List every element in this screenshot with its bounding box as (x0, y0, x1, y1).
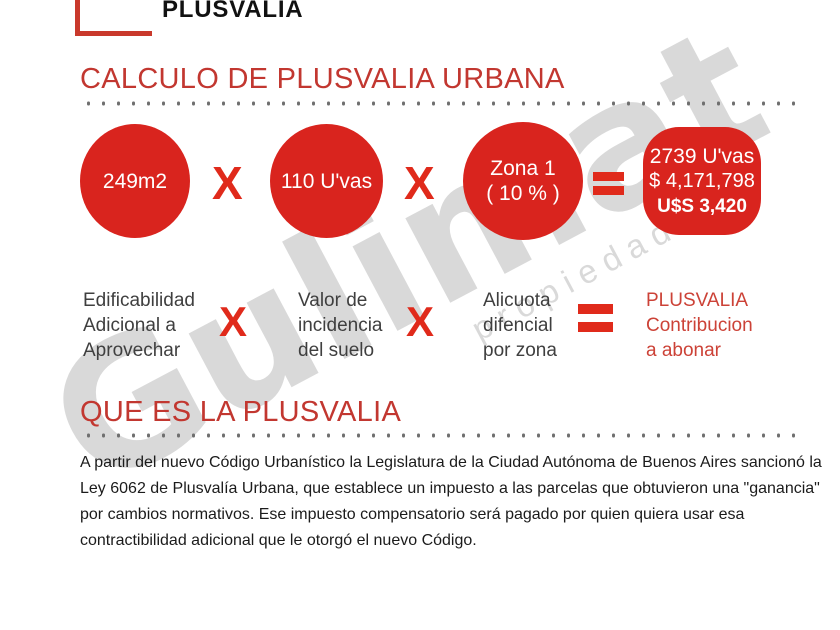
legend-line: difencial (483, 315, 553, 336)
factor-circle-uvas: 110 U'vas (270, 124, 383, 238)
legend-edificabilidad: Edificabilidad Adicional a Aprovechar (83, 288, 195, 363)
equals-icon (593, 172, 624, 195)
dotted-divider (81, 100, 798, 107)
multiply-icon: X (212, 157, 243, 209)
description-paragraph: A partir del nuevo Código Urbanístico la… (80, 450, 822, 554)
legend-line: Contribucion (646, 315, 753, 336)
multiply-icon: X (219, 298, 248, 345)
dotted-divider (81, 432, 798, 439)
paragraph-line: por cambios normativos. Ese impuesto com… (80, 506, 745, 523)
factor-value: 249m2 (102, 169, 168, 193)
legend-line: PLUSVALIA (646, 290, 749, 311)
factor-circle-surface: 249m2 (80, 124, 190, 238)
legend-line: del suelo (298, 340, 375, 361)
equals-icon (578, 304, 613, 332)
legend-line: Adicional a (83, 315, 176, 336)
logo-mark-icon (75, 0, 152, 36)
result-uvas: 2739 U'vas (649, 144, 755, 168)
legend-line: por zona (483, 340, 557, 361)
section-title-que-es: QUE ES LA PLUSVALIA (80, 396, 402, 428)
legend-line: a abonar (646, 340, 722, 361)
paragraph-line: Ley 6062 de Plusvalía Urbana, que establ… (80, 480, 820, 497)
result-pesos: $ 4,171,798 (649, 169, 755, 192)
legend-plusvalia-result: PLUSVALIA Contribucion a abonar (646, 288, 753, 363)
legend-line: Edificabilidad (83, 290, 195, 311)
legend-line: incidencia (298, 315, 383, 336)
paragraph-line: contractibilidad adicional que le otorgó… (80, 532, 477, 549)
legend-line: Aprovechar (83, 340, 181, 361)
multiply-icon: X (404, 157, 435, 209)
equals-bar (578, 322, 613, 332)
equals-bar (593, 186, 624, 195)
factor-circle-zone: Zona 1 ( 10 % ) (463, 122, 583, 240)
factor-value: Zona 1 (490, 157, 556, 180)
factor-value: 110 U'vas (280, 169, 373, 193)
factor-value: ( 10 % ) (486, 182, 560, 205)
legend-valor-incidencia: Valor de incidencia del suelo (298, 288, 383, 363)
result-box: 2739 U'vas $ 4,171,798 U$S 3,420 (643, 127, 761, 235)
result-dollars: U$S 3,420 (657, 195, 747, 217)
legend-line: Alicuota (483, 290, 551, 311)
paragraph-line: A partir del nuevo Código Urbanístico la… (80, 454, 822, 471)
legend-alicuota: Alicuota difencial por zona (483, 288, 557, 363)
logo-text: PLUSVALIA (162, 0, 304, 23)
multiply-icon: X (406, 298, 435, 345)
equals-bar (593, 172, 624, 181)
section-title-calculo: CALCULO DE PLUSVALIA URBANA (80, 63, 565, 95)
legend-line: Valor de (298, 290, 368, 311)
equals-bar (578, 304, 613, 314)
